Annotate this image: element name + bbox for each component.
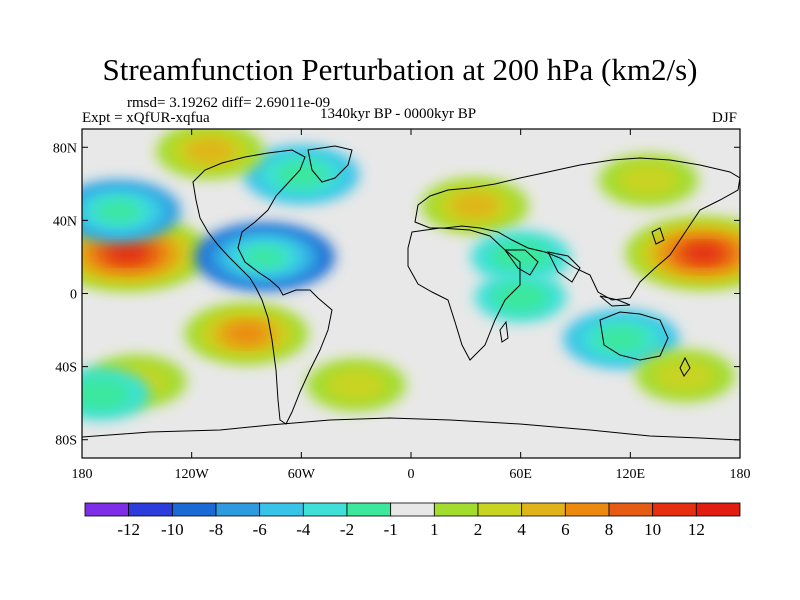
y-tick-label-4: 80S bbox=[55, 434, 77, 449]
y-tick-label-3: 40S bbox=[55, 361, 77, 376]
y-axis: 80N 40N 0 40S 80S bbox=[53, 141, 740, 449]
colorbar-swatch-11 bbox=[564, 502, 610, 517]
x-tick-label-6: 180 bbox=[730, 467, 751, 482]
anomaly-7-level-2 bbox=[450, 193, 499, 219]
anomaly-3-level-3 bbox=[96, 200, 141, 222]
colorbar: -12 -10 -8 -6 -4 -2 -1 1 2 4 6 8 10 12 bbox=[84, 502, 741, 539]
x-tick-label-1: 120W bbox=[175, 467, 210, 482]
anomaly-11-level-1 bbox=[617, 164, 680, 197]
x-axis: 180 120W 60W 0 60E 120E 180 bbox=[72, 129, 751, 482]
colorbar-label-4: -4 bbox=[296, 520, 311, 539]
colorbar-label-8: 2 bbox=[474, 520, 483, 539]
colorbar-label-12: 10 bbox=[644, 520, 661, 539]
colorbar-label-11: 8 bbox=[605, 520, 614, 539]
colorbar-swatch-13 bbox=[652, 502, 697, 517]
colorbar-label-3: -6 bbox=[253, 520, 267, 539]
y-tick-label-2: 0 bbox=[70, 288, 77, 303]
colorbar-swatch-2 bbox=[171, 502, 217, 517]
colorbar-label-2: -8 bbox=[209, 520, 223, 539]
anomaly-6-level-2 bbox=[595, 326, 647, 353]
x-tick-label-5: 120E bbox=[616, 467, 646, 482]
colorbar-swatch-4 bbox=[259, 502, 304, 517]
stats-label: rmsd= 3.19262 diff= 2.69011e-09 bbox=[127, 95, 331, 111]
colorbar-swatch-12 bbox=[608, 502, 654, 517]
anomaly-12-level-1 bbox=[325, 368, 387, 402]
colorbar-swatch-14 bbox=[695, 502, 741, 517]
x-tick-label-2: 60W bbox=[288, 467, 316, 482]
colorbar-label-5: -2 bbox=[340, 520, 354, 539]
colorbar-swatch-8 bbox=[433, 502, 479, 517]
anomaly-8-level-1 bbox=[489, 240, 552, 274]
anomaly-15-level-1 bbox=[82, 377, 132, 411]
anomaly-10-level-2 bbox=[185, 138, 234, 164]
anomaly-1-level-5 bbox=[684, 244, 723, 263]
colorbar-label-9: 4 bbox=[517, 520, 526, 539]
x-tick-label-3: 0 bbox=[408, 467, 415, 482]
colorbar-swatch-5 bbox=[302, 502, 348, 517]
colorbar-label-6: -1 bbox=[384, 520, 398, 539]
chart-title: Streamfunction Perturbation at 200 hPa (… bbox=[102, 52, 698, 87]
colorbar-swatch-0 bbox=[84, 502, 130, 517]
colorbar-label-1: -10 bbox=[161, 520, 184, 539]
colorbar-label-13: 12 bbox=[688, 520, 705, 539]
anomaly-9-level-1 bbox=[492, 281, 549, 313]
colorbar-label-7: 1 bbox=[430, 520, 439, 539]
anomaly-0-level-5 bbox=[107, 244, 148, 263]
season-label: DJF bbox=[712, 110, 738, 126]
anomaly-13-level-1 bbox=[654, 359, 716, 392]
anomaly-4-level-2 bbox=[275, 161, 328, 188]
colorbar-swatch-3 bbox=[215, 502, 261, 517]
colorbar-swatch-6 bbox=[346, 502, 392, 517]
period-label: 1340kyr BP - 0000kyr BP bbox=[320, 106, 477, 122]
x-tick-label-4: 60E bbox=[509, 467, 532, 482]
y-tick-label-1: 40N bbox=[53, 214, 77, 229]
colorbar-swatch-1 bbox=[128, 502, 173, 517]
colorbar-label-10: 6 bbox=[561, 520, 570, 539]
colorbar-label-0: -12 bbox=[117, 520, 140, 539]
colorbar-swatch-9 bbox=[477, 502, 523, 517]
anomaly-5-level-3 bbox=[224, 323, 269, 345]
colorbar-swatch-7 bbox=[390, 502, 435, 517]
experiment-label: Expt = xQfUR-xqfua bbox=[82, 110, 210, 126]
colorbar-swatch-10 bbox=[521, 502, 566, 517]
x-tick-label-0: 180 bbox=[72, 467, 93, 482]
anomaly-2-level-4 bbox=[244, 247, 285, 267]
y-tick-label-0: 80N bbox=[53, 141, 77, 156]
coastlines bbox=[82, 145, 740, 441]
